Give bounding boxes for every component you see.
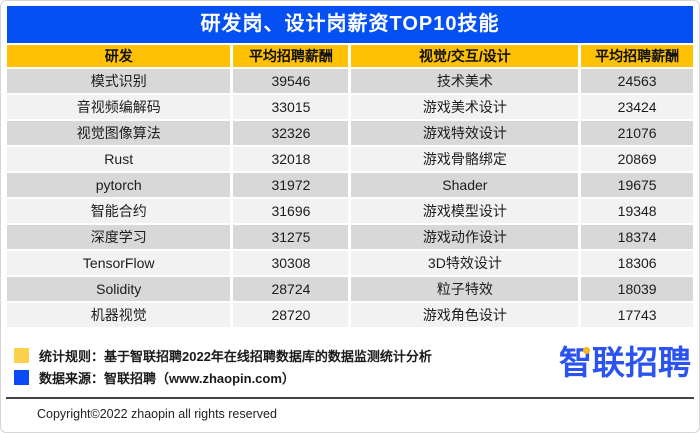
divider (6, 397, 694, 399)
rd-skill: 机器视觉 (7, 303, 231, 327)
col-header-design: 视觉/交互/设计 (351, 45, 579, 67)
rd-skill: Solidity (7, 277, 231, 301)
legend-stat-rule: 统计规则：基于智联招聘2022年在线招聘数据库的数据监测统计分析 (14, 345, 693, 365)
design-skill: 游戏骨骼绑定 (351, 147, 579, 171)
col-header-design-salary: 平均招聘薪酬 (581, 45, 693, 67)
design-salary: 19348 (581, 199, 693, 223)
table-header-row: 研发 平均招聘薪酬 视觉/交互/设计 平均招聘薪酬 (7, 45, 693, 67)
rd-salary: 31972 (233, 173, 349, 197)
rd-skill: pytorch (7, 173, 231, 197)
design-salary: 23424 (581, 95, 693, 119)
rd-salary: 28724 (233, 277, 349, 301)
design-salary: 24563 (581, 69, 693, 93)
rd-skill: 视觉图像算法 (7, 121, 231, 145)
page-title: 研发岗、设计岗薪资TOP10技能 (7, 6, 693, 43)
rd-skill: 模式识别 (7, 69, 231, 93)
design-skill: 游戏模型设计 (351, 199, 579, 223)
table-row: 音视频编解码 33015 游戏美术设计 23424 (7, 95, 693, 119)
design-salary: 17743 (581, 303, 693, 327)
footer: 统计规则：基于智联招聘2022年在线招聘数据库的数据监测统计分析 数据来源：智联… (7, 343, 693, 389)
design-salary: 18306 (581, 251, 693, 275)
rd-salary: 31275 (233, 225, 349, 249)
col-header-rd-salary: 平均招聘薪酬 (233, 45, 349, 67)
design-skill: 游戏特效设计 (351, 121, 579, 145)
rd-salary: 32018 (233, 147, 349, 171)
design-salary: 21076 (581, 121, 693, 145)
design-skill: 游戏动作设计 (351, 225, 579, 249)
table-row: Solidity 28724 粒子特效 18039 (7, 277, 693, 301)
table-row: Rust 32018 游戏骨骼绑定 20869 (7, 147, 693, 171)
rd-skill: Rust (7, 147, 231, 171)
rd-salary: 33015 (233, 95, 349, 119)
table-row: 机器视觉 28720 游戏角色设计 17743 (7, 303, 693, 327)
table-row: 智能合约 31696 游戏模型设计 19348 (7, 199, 693, 223)
logo-rest-text: 联招聘 (592, 344, 691, 381)
logo-dot-icon (583, 347, 590, 354)
table-row: TensorFlow 30308 3D特效设计 18306 (7, 251, 693, 275)
design-skill: 技术美术 (351, 69, 579, 93)
design-salary: 18374 (581, 225, 693, 249)
zhaopin-logo: 智联招聘 (559, 343, 691, 383)
legend-data-source-text: 数据来源：智联招聘（www.zhaopin.com） (39, 370, 295, 386)
blue-swatch-icon (14, 369, 29, 385)
rd-salary: 28720 (233, 303, 349, 327)
design-skill: 粒子特效 (351, 277, 579, 301)
yellow-swatch-icon (14, 347, 29, 363)
table-row: 模式识别 39546 技术美术 24563 (7, 69, 693, 93)
table-row: pytorch 31972 Shader 19675 (7, 173, 693, 197)
design-salary: 20869 (581, 147, 693, 171)
logo-first-char: 智 (559, 343, 592, 383)
legend-stat-rule-text: 统计规则：基于智联招聘2022年在线招聘数据库的数据监测统计分析 (39, 348, 432, 364)
rd-skill: 深度学习 (7, 225, 231, 249)
rd-salary: 39546 (233, 69, 349, 93)
copyright-text: Copyright©2022 zhaopin all rights reserv… (37, 407, 277, 421)
rd-skill: 音视频编解码 (7, 95, 231, 119)
legend-data-source: 数据来源：智联招聘（www.zhaopin.com） (14, 367, 693, 387)
salary-table: 研发 平均招聘薪酬 视觉/交互/设计 平均招聘薪酬 模式识别 39546 技术美… (4, 43, 696, 329)
design-skill: 游戏美术设计 (351, 95, 579, 119)
design-skill: 3D特效设计 (351, 251, 579, 275)
design-salary: 18039 (581, 277, 693, 301)
rd-salary: 30308 (233, 251, 349, 275)
table-row: 视觉图像算法 32326 游戏特效设计 21076 (7, 121, 693, 145)
rd-salary: 31696 (233, 199, 349, 223)
col-header-rd: 研发 (7, 45, 231, 67)
rd-skill: 智能合约 (7, 199, 231, 223)
rd-skill: TensorFlow (7, 251, 231, 275)
design-salary: 19675 (581, 173, 693, 197)
design-skill: 游戏角色设计 (351, 303, 579, 327)
rd-salary: 32326 (233, 121, 349, 145)
design-skill: Shader (351, 173, 579, 197)
table-row: 深度学习 31275 游戏动作设计 18374 (7, 225, 693, 249)
